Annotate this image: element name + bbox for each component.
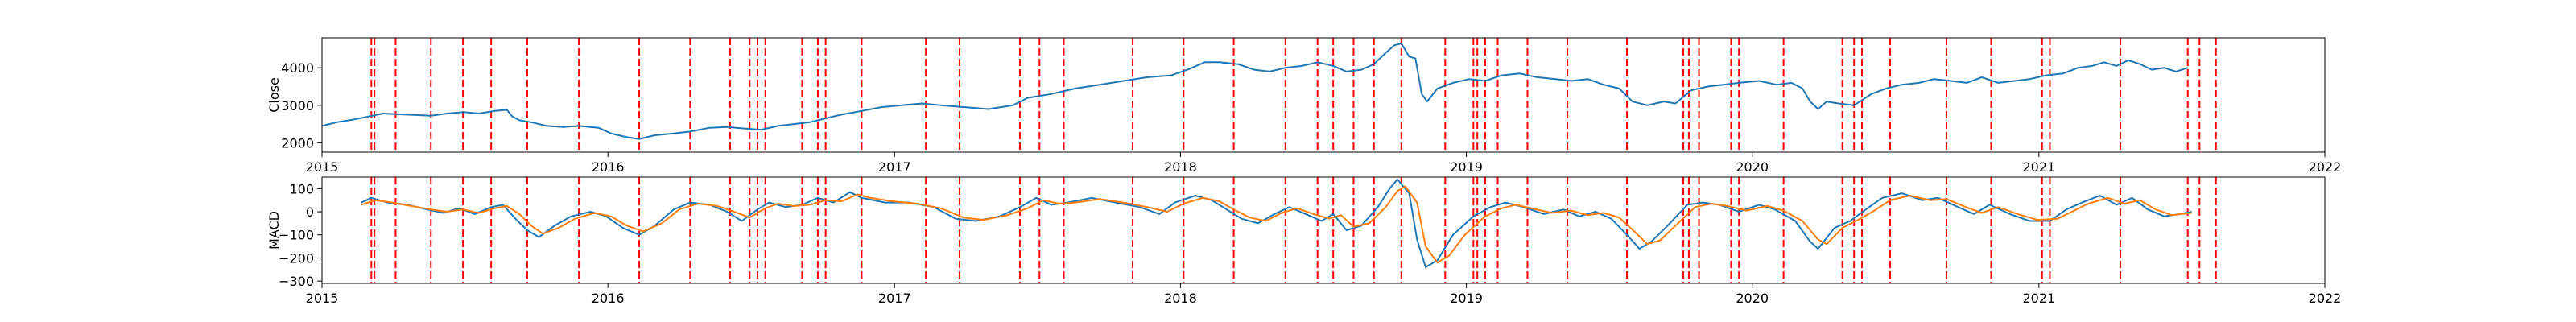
macd-y-tick-label-3: 0 bbox=[306, 204, 314, 220]
macd-y-tick-label-2: −100 bbox=[279, 228, 314, 243]
macd-x-tick-label-1: 2016 bbox=[592, 291, 625, 306]
close-y-tick-label-2: 4000 bbox=[281, 60, 314, 76]
close-y-tick-label-1: 3000 bbox=[281, 98, 314, 114]
macd-y-tick-label-0: −300 bbox=[279, 274, 314, 289]
macd-x-axis: 2015 2016 2017 2018 2019 2020 2021 2022 bbox=[306, 283, 2342, 306]
macd-event-markers bbox=[370, 177, 2217, 283]
close-series-line-0 bbox=[321, 43, 2189, 140]
macd-y-axis: −300 −200 −100 0 100 bbox=[279, 181, 322, 289]
close-x-tick-label-3: 2018 bbox=[1164, 159, 1197, 175]
close-x-tick-label-2: 2017 bbox=[878, 159, 911, 175]
close-x-tick-label-6: 2021 bbox=[2022, 159, 2055, 175]
macd-x-tick-label-7: 2022 bbox=[2309, 291, 2342, 306]
macd-x-tick-label-0: 2015 bbox=[306, 291, 339, 306]
close-axes-frame bbox=[321, 37, 2326, 153]
macd-x-tick-label-2: 2017 bbox=[878, 291, 911, 306]
macd-x-tick-label-5: 2020 bbox=[1736, 291, 1769, 306]
close-x-tick-label-1: 2016 bbox=[592, 159, 625, 175]
close-series-lines bbox=[321, 43, 2189, 140]
close-price-panel: 2000 3000 4000 2015 2016 2017 2018 2019 2020 202… bbox=[266, 37, 2342, 175]
macd-y-tick-label-1: −200 bbox=[279, 250, 314, 266]
close-y-axis-label: Close bbox=[266, 77, 282, 113]
macd-x-tick-label-6: 2021 bbox=[2022, 291, 2055, 306]
macd-x-tick-label-3: 2018 bbox=[1164, 291, 1197, 306]
macd-axes-frame bbox=[321, 176, 2326, 284]
macd-y-axis-label: MACD bbox=[266, 211, 282, 250]
macd-panel: −300 −200 −100 0 100 2015 2016 2017 2018 2019 202… bbox=[266, 176, 2342, 306]
close-x-axis: 2015 2016 2017 2018 2019 2020 2021 2022 bbox=[306, 152, 2342, 175]
macd-series-line-1 bbox=[361, 185, 2192, 264]
close-y-tick-label-0: 2000 bbox=[281, 135, 314, 151]
macd-x-tick-label-4: 2019 bbox=[1450, 291, 1483, 306]
close-x-tick-label-7: 2022 bbox=[2309, 159, 2342, 175]
close-x-tick-label-5: 2020 bbox=[1736, 159, 1769, 175]
close-x-tick-label-0: 2015 bbox=[306, 159, 339, 175]
macd-series-lines bbox=[361, 178, 2192, 268]
close-x-tick-label-4: 2019 bbox=[1450, 159, 1483, 175]
close-event-markers bbox=[370, 38, 2217, 152]
macd-y-tick-label-4: 100 bbox=[289, 181, 314, 196]
close-y-axis: 2000 3000 4000 bbox=[281, 60, 322, 151]
